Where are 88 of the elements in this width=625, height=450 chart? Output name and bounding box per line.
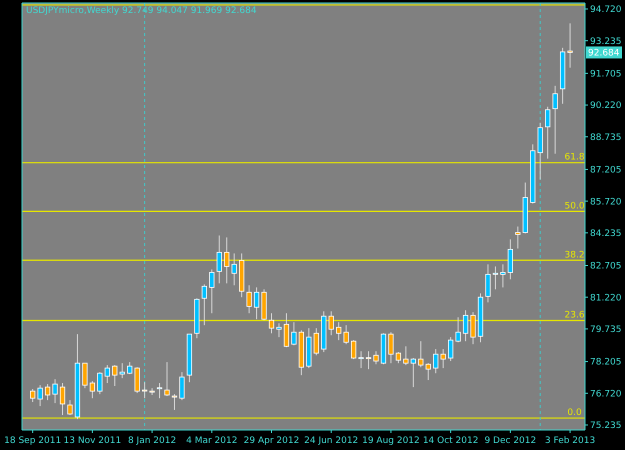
candlestick	[179, 372, 185, 401]
candlestick	[500, 264, 506, 288]
candlestick	[276, 322, 282, 338]
candlestick	[127, 362, 132, 375]
y-tick-label: 82.705	[590, 262, 622, 272]
annotation: 0.0	[567, 408, 582, 418]
y-tick-label: 90.220	[590, 101, 622, 112]
candlestick	[492, 266, 498, 290]
candlestick	[328, 310, 334, 336]
y-tick-label: 79.735	[590, 325, 622, 336]
candlestick	[433, 348, 438, 374]
y-tick-label: 78.205	[590, 358, 622, 368]
candlestick	[172, 394, 178, 410]
candlestick	[440, 348, 446, 369]
candlestick	[90, 380, 96, 399]
x-tick-label: 29 Apr 2012	[244, 436, 300, 446]
x-tick-label: 19 Aug 2012	[362, 436, 420, 446]
x-tick-label: 9 Dec 2012	[484, 436, 536, 446]
y-tick-label: 81.220	[590, 293, 622, 304]
candlestick	[448, 336, 454, 362]
candlestick	[418, 340, 424, 368]
x-tick-label: 14 Oct 2012	[422, 436, 478, 446]
candlestick	[67, 400, 73, 416]
y-tick-label: 85.720	[590, 197, 622, 208]
candlestick	[455, 316, 461, 343]
x-tick-label: 8 Jan 2012	[128, 436, 176, 446]
candlestick	[112, 364, 118, 387]
candlestick	[209, 268, 214, 314]
candlestick	[567, 22, 573, 68]
chart-title: USDJPYmicro,Weekly 92.749 94.047 91.969 92.684	[26, 6, 257, 16]
annotation: 38.2	[564, 250, 585, 260]
candlestick	[314, 328, 319, 356]
candlestick	[350, 340, 356, 360]
candlestick	[246, 284, 252, 314]
candlestick	[396, 352, 402, 364]
x-tick-label: 3 Feb 2013	[544, 436, 596, 446]
candlestick	[37, 384, 43, 407]
candlestick	[268, 312, 274, 334]
candlestick	[462, 310, 468, 342]
candlestick	[358, 350, 364, 369]
candlestick	[366, 350, 372, 370]
candlestick	[164, 362, 170, 397]
candlestick	[344, 324, 349, 345]
annotation: 23.6	[564, 310, 585, 320]
x-tick-label: 13 Nov 2011	[64, 436, 122, 446]
candlestick	[44, 384, 50, 401]
candlestick	[216, 235, 222, 284]
candlestick	[373, 350, 379, 365]
candlestick	[336, 322, 342, 341]
candlestick	[142, 382, 148, 399]
annotation: 92.684	[588, 48, 620, 59]
y-tick-label: 76.720	[590, 389, 622, 400]
candlestick	[120, 362, 125, 379]
candlestick	[552, 85, 558, 154]
y-tick-label: 75.235	[590, 421, 622, 432]
candlestick	[97, 372, 102, 395]
candlestick	[82, 362, 88, 389]
candlestick	[426, 362, 431, 381]
annotation: 50.0	[564, 201, 585, 212]
y-tick-label: 91.705	[590, 70, 622, 80]
candlestick	[60, 382, 66, 416]
candlestick	[485, 264, 491, 303]
y-tick-label: 88.735	[590, 132, 622, 143]
candlestick	[291, 322, 297, 346]
y-tick-label: 94.720	[590, 5, 622, 16]
candlestick	[224, 236, 230, 284]
y-tick-label: 84.235	[590, 228, 622, 239]
candlestick	[284, 312, 290, 348]
candlestick	[202, 284, 207, 326]
candlestick	[470, 312, 476, 345]
candlestick	[104, 364, 110, 384]
y-tick-label: 93.235	[590, 36, 622, 47]
candlestick	[30, 388, 36, 403]
annotation: 61.8	[564, 152, 585, 163]
x-tick-label: 18 Sep 2011	[4, 436, 62, 446]
candlestick	[515, 226, 520, 250]
candlestick	[232, 252, 237, 286]
x-tick-label: 24 Jun 2012	[304, 436, 358, 446]
candlestick	[254, 286, 260, 320]
candlestick	[403, 346, 408, 366]
candlestick	[508, 238, 513, 280]
candlestick	[134, 366, 140, 394]
candlestick	[410, 358, 416, 388]
candlestick	[545, 106, 550, 160]
candlestick	[52, 378, 58, 404]
x-tick-label: 4 Mar 2012	[186, 436, 238, 446]
candlestick	[388, 332, 394, 364]
y-tick-label: 87.205	[590, 166, 622, 176]
